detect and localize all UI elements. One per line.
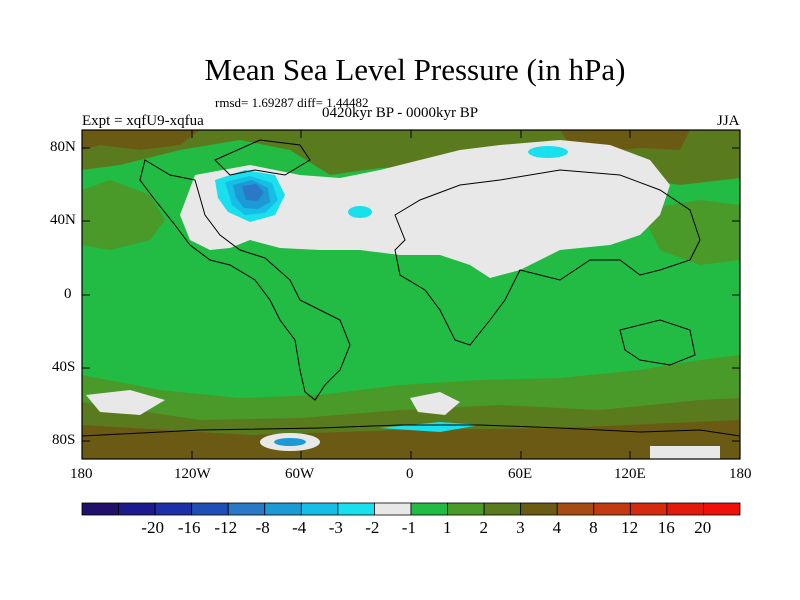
eurasia-africa-coast	[394, 169, 701, 346]
rmsd-diff-stats: rmsd= 1.69287 diff= 1.44482	[215, 95, 369, 110]
lon-label-0: 0	[406, 466, 414, 482]
season-label: JJA	[717, 113, 740, 129]
axis-ticks	[82, 130, 740, 459]
lon-label-120w: 120W	[174, 466, 211, 482]
colorbar-label: -3	[328, 518, 343, 537]
colorbar-label: 4	[552, 518, 562, 537]
antarctic-band-4-8	[82, 420, 740, 459]
lat-label-80n: 80N	[50, 139, 76, 155]
colorbar-label: 12	[621, 518, 639, 537]
lat-label-40n: 40N	[50, 212, 76, 228]
australia-coast	[619, 319, 696, 366]
colorbar-label: 20	[694, 518, 712, 537]
colorbar-label: -8	[255, 518, 270, 537]
colorbar-label: -1	[401, 518, 416, 537]
period-label: 0420kyr BP - 0000kyr BP	[322, 105, 479, 121]
lon-label-60e: 60E	[508, 466, 533, 482]
siberia-small-anomaly	[528, 146, 568, 158]
colorbar-box	[703, 502, 741, 516]
ross-sea-white-patch	[650, 446, 720, 459]
colorbar-box	[666, 502, 704, 516]
region-minus1-to-1	[180, 140, 670, 278]
lat-label-0: 0	[64, 286, 72, 302]
greenland-canada-coast	[214, 139, 311, 176]
colorbar-box	[300, 502, 339, 516]
colorbar-box	[556, 502, 595, 516]
arctic-patch-4-8	[82, 130, 200, 150]
colorbar-label: 16	[657, 518, 675, 537]
colorbar-label: -12	[214, 518, 238, 537]
anomaly-minus8-minus4	[242, 184, 264, 201]
colorbar-label: 2	[479, 518, 489, 537]
lon-label-60w: 60W	[285, 466, 315, 482]
pacific-patch-2-3	[82, 180, 165, 250]
colorbar-label: 3	[516, 518, 525, 537]
lon-label-180w: 180	[70, 466, 93, 482]
colorbar-box	[81, 502, 119, 516]
lat-label-40s: 40S	[52, 359, 76, 375]
nw-pacific-patch	[640, 200, 740, 265]
lon-label-180e: 180	[729, 466, 752, 482]
colorbar-box	[447, 502, 485, 516]
antarctica-coast	[82, 424, 740, 437]
colorbar-box	[191, 502, 229, 516]
colorbar-box	[629, 502, 668, 516]
colorbar-box	[264, 502, 302, 516]
coastlines	[82, 139, 740, 437]
south-atlantic-white-patch	[410, 392, 460, 415]
colorbar-box	[337, 502, 375, 516]
atlantic-small-anomaly	[348, 206, 372, 218]
colorbar-box	[118, 502, 156, 516]
lat-label-80s: 80S	[52, 432, 76, 448]
colorbar-label: 8	[589, 518, 598, 537]
colorbar-label: -20	[141, 518, 164, 537]
pressure-field	[82, 130, 740, 459]
americas-coast	[139, 159, 351, 401]
colorbar-box	[410, 502, 448, 516]
colorbar-box	[374, 502, 412, 516]
colorbar-box	[593, 502, 631, 516]
colorbar	[81, 502, 741, 516]
experiment-label: Expt = xqfU9-xqfua	[82, 113, 204, 129]
colorbar-label: -2	[365, 518, 380, 537]
colorbar-label: 1	[442, 518, 452, 537]
south-pacific-white-patch	[86, 390, 165, 415]
colorbar-label: -4	[292, 518, 307, 537]
colorbar-box	[483, 502, 522, 516]
colorbar-box	[154, 502, 193, 516]
lon-label-120e: 120E	[614, 466, 646, 482]
colorbar-box	[520, 502, 558, 516]
antarctic-blue-anomaly	[274, 438, 306, 446]
figure-title: Mean Sea Level Pressure (in hPa)	[204, 52, 626, 87]
colorbar-box	[227, 502, 266, 516]
colorbar-label: -16	[177, 518, 201, 537]
